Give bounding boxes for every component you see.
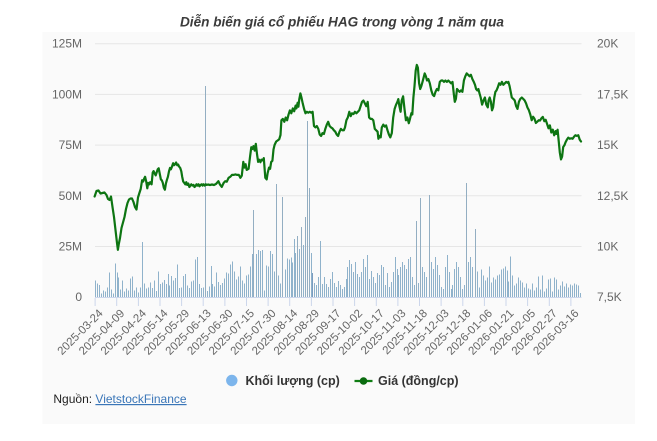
svg-text:15K: 15K <box>597 138 618 152</box>
svg-text:10K: 10K <box>597 240 618 254</box>
svg-text:12,5K: 12,5K <box>597 189 628 203</box>
svg-text:7,5K: 7,5K <box>597 290 622 304</box>
svg-text:100M: 100M <box>52 87 82 101</box>
svg-text:75M: 75M <box>59 138 82 152</box>
svg-text:17,5K: 17,5K <box>597 87 628 101</box>
svg-text:Giá (đồng/cp): Giá (đồng/cp) <box>378 374 459 388</box>
svg-text:Diễn biến giá cổ phiếu HAG tro: Diễn biến giá cổ phiếu HAG trong vòng 1 … <box>180 15 504 30</box>
svg-text:Khối lượng (cp): Khối lượng (cp) <box>246 374 340 388</box>
svg-text:125M: 125M <box>52 37 82 51</box>
svg-text:0: 0 <box>75 290 82 304</box>
svg-text:20K: 20K <box>597 37 618 51</box>
svg-text:Nguồn: VietstockFinance: Nguồn: VietstockFinance <box>53 392 187 406</box>
svg-text:50M: 50M <box>59 189 82 203</box>
svg-text:25M: 25M <box>59 240 82 254</box>
